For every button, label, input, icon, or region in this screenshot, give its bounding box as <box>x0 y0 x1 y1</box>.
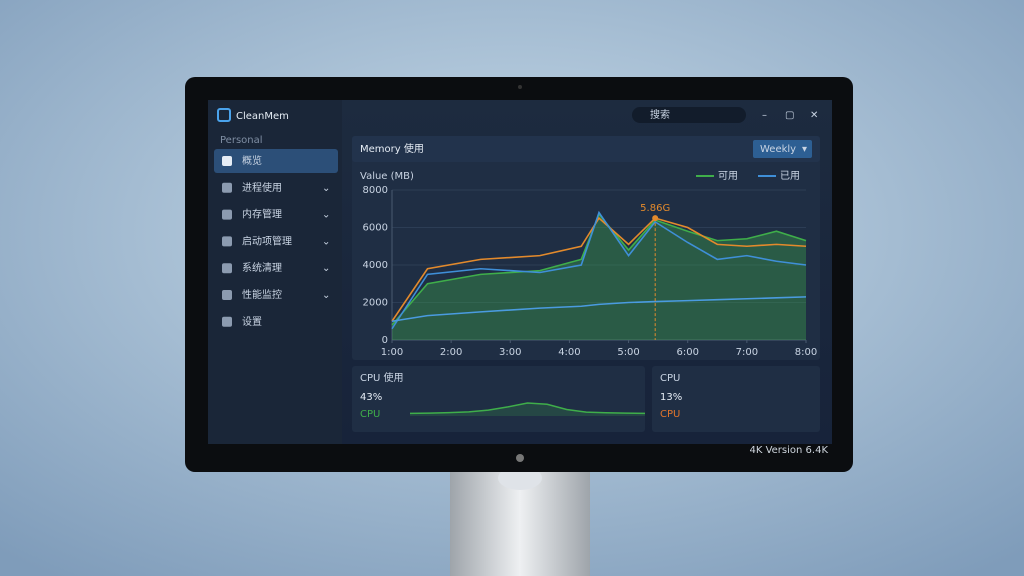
x-tick-label: 4:00 <box>558 347 580 358</box>
nav-label[interactable]: 启动项管理 <box>242 234 292 247</box>
legend-label: 已用 <box>780 171 800 182</box>
nav-label[interactable]: 内存管理 <box>242 208 282 221</box>
card-value: 43% <box>360 392 382 403</box>
chart-header <box>352 136 820 162</box>
nav-label[interactable]: 概览 <box>242 154 262 167</box>
nav-label[interactable]: 进程使用 <box>242 181 282 194</box>
nav-chevron: ⌄ <box>322 183 330 194</box>
minimize[interactable]: – <box>762 110 767 121</box>
nav-icon <box>222 263 232 274</box>
series-area <box>392 214 806 340</box>
maximize[interactable]: ▢ <box>785 110 794 121</box>
app-icon <box>217 108 231 122</box>
nav-chevron: ⌄ <box>322 210 330 221</box>
y-axis-label: Value (MB) <box>360 171 414 182</box>
nav-icon <box>222 209 232 220</box>
chart-title: Memory 使用 <box>360 142 424 155</box>
nav-icon <box>222 290 232 300</box>
nav-icon <box>222 236 232 247</box>
annotation-dot <box>652 215 659 222</box>
search-box[interactable] <box>632 107 746 123</box>
card-title: CPU <box>660 373 680 384</box>
nav-chevron: ⌄ <box>322 290 330 301</box>
series-line <box>391 212 807 326</box>
card-value: 13% <box>660 392 682 403</box>
card-sub: CPU <box>360 409 380 420</box>
footer: 4K Version 6.4K <box>749 445 828 456</box>
section-label: Personal <box>220 135 263 146</box>
close[interactable]: ✕ <box>810 110 818 121</box>
y-tick-label: 2000 <box>363 298 388 309</box>
nav-active <box>214 149 338 173</box>
series-line <box>391 296 807 323</box>
y-tick-label: 4000 <box>363 260 388 271</box>
x-tick-label: 6:00 <box>676 347 698 358</box>
card <box>652 366 820 432</box>
x-tick-label: 3:00 <box>499 347 521 358</box>
dropdown-label: Weekly <box>760 144 796 155</box>
card-sub: CPU <box>660 409 680 420</box>
x-tick-label: 5:00 <box>617 347 639 358</box>
card-title: CPU 使用 <box>360 371 404 384</box>
y-tick-label: 8000 <box>363 185 388 196</box>
series-line <box>391 216 807 322</box>
card <box>352 366 645 432</box>
sparkline <box>409 402 646 415</box>
app-name: CleanMem <box>236 111 289 122</box>
nav-label[interactable]: 设置 <box>242 316 262 328</box>
x-tick-label: 1:00 <box>381 347 403 358</box>
y-tick-label: 0 <box>382 335 388 346</box>
nav-icon <box>222 316 232 327</box>
dropdown[interactable] <box>753 140 812 158</box>
x-tick-label: 2:00 <box>440 347 462 358</box>
logo <box>516 454 524 462</box>
nav-icon <box>222 156 232 166</box>
legend-label: 可用 <box>718 171 738 182</box>
nav-chevron: ⌄ <box>322 263 330 274</box>
camera <box>518 85 522 89</box>
x-tick-label: 7:00 <box>736 347 758 358</box>
nav-label[interactable]: 性能监控 <box>242 288 282 301</box>
series-line <box>391 210 807 330</box>
nav-icon <box>222 182 232 193</box>
annotation-label: 5.86G <box>640 203 670 214</box>
nav-chevron: ⌄ <box>322 236 330 247</box>
nav-label[interactable]: 系统清理 <box>242 261 282 274</box>
dropdown-arrow: ▾ <box>802 144 807 155</box>
search-text: 搜索 <box>650 108 670 121</box>
x-tick-label: 8:00 <box>795 347 817 358</box>
y-tick-label: 6000 <box>363 223 388 234</box>
